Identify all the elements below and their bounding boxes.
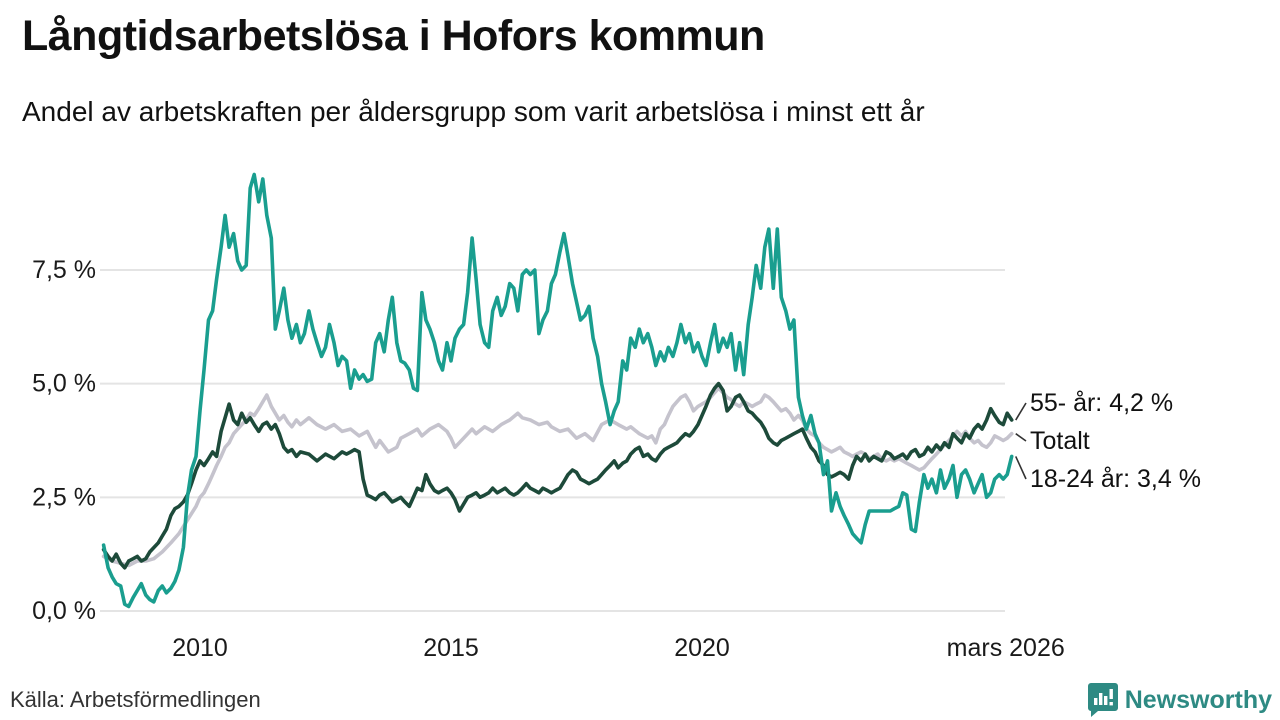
x-tick-label: 2010 bbox=[172, 634, 228, 662]
y-tick-label: 7,5 % bbox=[32, 256, 96, 284]
annotation-leader-line bbox=[1015, 402, 1027, 421]
y-tick-label: 2,5 % bbox=[32, 483, 96, 511]
annotation-55-plus: 55- år: 4,2 % bbox=[1030, 389, 1174, 417]
annotation-18-24: 18-24 år: 3,4 % bbox=[1030, 465, 1201, 493]
newsworthy-logo: Newsworthy bbox=[1087, 683, 1272, 717]
series-line-18-24år bbox=[101, 172, 1014, 609]
x-tick-label: 2020 bbox=[674, 634, 730, 662]
series-line-Totalt bbox=[101, 386, 1014, 568]
series-line-55-år bbox=[101, 381, 1014, 570]
source-credit: Källa: Arbetsförmedlingen bbox=[10, 687, 261, 712]
page-subtitle: Andel av arbetskraften per åldersgrupp s… bbox=[22, 96, 925, 127]
y-tick-label: 0,0 % bbox=[32, 597, 96, 625]
annotation-total: Totalt bbox=[1030, 427, 1090, 455]
annotation-leader-line bbox=[1015, 433, 1027, 442]
y-tick-label: 5,0 % bbox=[32, 370, 96, 398]
logo-wordmark: Newsworthy bbox=[1124, 685, 1272, 714]
x-tick-label: mars 2026 bbox=[947, 634, 1065, 662]
annotation-leader-line bbox=[1015, 456, 1027, 480]
x-tick-label: 2015 bbox=[423, 634, 479, 662]
page-title: Långtidsarbetslösa i Hofors kommun bbox=[22, 12, 765, 60]
bar-chart-speech-bubble-icon bbox=[1087, 683, 1118, 717]
